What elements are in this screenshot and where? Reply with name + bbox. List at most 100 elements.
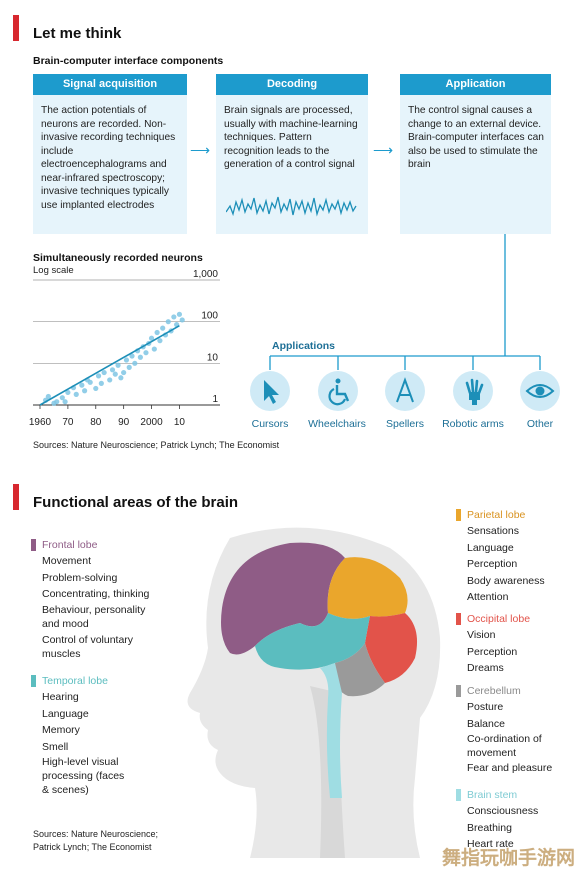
lobe-frontal: Frontal lobe Movement Problem-solving Co… — [31, 539, 162, 661]
lobe-item: Behaviour, personality and mood — [42, 603, 146, 630]
data-point — [143, 350, 149, 356]
chart-subtitle: Log scale — [33, 265, 74, 276]
lobe-parietal: Parietal lobe Sensations Language Percep… — [456, 509, 545, 606]
data-point — [73, 391, 79, 397]
lobe-item: Control of voluntary muscles — [42, 633, 134, 660]
panel-head: Decoding — [216, 74, 368, 95]
cursor-icon — [264, 380, 279, 404]
data-point — [107, 377, 113, 383]
lobe-item: Smell — [42, 740, 69, 753]
lobe-head: Temporal lobe — [31, 675, 132, 687]
data-point — [95, 373, 102, 379]
eye-icon — [525, 384, 555, 398]
data-point — [118, 375, 124, 381]
lobe-item: Posture — [467, 701, 504, 713]
app-circle — [318, 371, 358, 411]
lobe-item: Perception — [467, 558, 518, 570]
data-point — [93, 385, 99, 392]
data-point — [160, 325, 166, 331]
data-point — [129, 353, 135, 359]
data-point — [101, 369, 107, 376]
lobe-item: Dreams — [467, 662, 504, 674]
panel-application: Application The control signal causes a … — [400, 74, 551, 234]
x-tick-label: 70 — [62, 417, 74, 428]
y-tick-label: 1 — [212, 394, 218, 405]
lobe-item: Movement — [42, 555, 92, 567]
lobe-item: Consciousness — [467, 805, 539, 817]
data-point — [65, 389, 71, 396]
data-point — [45, 393, 51, 400]
panel-text: The action potentials of neurons are rec… — [41, 105, 176, 211]
robotic-hand-icon — [465, 378, 484, 405]
x-tick-label: 1960 — [29, 417, 52, 428]
lobe-item: Sensations — [467, 525, 519, 537]
brain-wave-icon — [226, 196, 357, 217]
lobe-head: Cerebellum — [456, 685, 567, 697]
x-tick-label: 80 — [90, 417, 102, 428]
lobe-item: Heart rate — [467, 838, 514, 848]
panel-decoding: Decoding Brain signals are processed, us… — [216, 74, 368, 234]
data-point — [148, 335, 155, 341]
data-point — [123, 357, 130, 363]
chart-title: Simultaneously recorded neurons — [33, 252, 203, 264]
data-point — [115, 362, 121, 368]
app-label-spellers: Spellers — [386, 418, 424, 430]
section-title: Functional areas of the brain — [33, 494, 239, 511]
section-title: Let me think — [33, 25, 122, 42]
source-note: Sources: Nature Neuroscience; Patrick Ly… — [33, 829, 159, 852]
app-label-robotic-arms: Robotic arms — [442, 418, 504, 430]
app-label-other: Other — [526, 418, 554, 430]
applications-connector — [269, 234, 541, 370]
app-circle — [250, 371, 290, 411]
app-circle — [385, 371, 425, 411]
neuron-chart: 1 10 100 1,000 1960 70 80 90 2000 10 — [29, 270, 220, 428]
lobe-item: Concentrating, thinking — [42, 588, 150, 600]
lobe-item: Language — [467, 541, 514, 554]
data-point — [62, 399, 68, 405]
lobe-item: Memory — [42, 724, 80, 736]
data-point — [54, 399, 60, 405]
data-point — [157, 338, 163, 344]
data-point — [98, 380, 104, 386]
lobe-item: Vision — [467, 629, 496, 641]
data-point — [154, 329, 160, 336]
lobe-temporal: Temporal lobe Hearing Language Memory Sm… — [31, 675, 132, 797]
data-point — [171, 314, 177, 320]
data-point — [126, 364, 132, 370]
y-tick-label: 1,000 — [193, 270, 218, 280]
data-point — [121, 369, 127, 376]
lobe-item: Co-ordination of movement — [467, 733, 542, 759]
trend-line — [39, 325, 180, 406]
lobe-head: Brain stem — [456, 789, 538, 801]
data-point — [82, 388, 88, 394]
app-circle — [520, 371, 560, 411]
lobe-item: Body awareness — [467, 574, 545, 587]
data-point — [109, 367, 116, 373]
x-tick-label: 90 — [118, 417, 130, 428]
lobe-item: Fear and pleasure — [467, 762, 553, 774]
lobe-item: Hearing — [42, 691, 79, 703]
data-point — [137, 354, 143, 360]
panel-text: The control signal causes a change to an… — [408, 105, 544, 170]
lobe-brain-stem: Brain stem Consciousness Breathing Heart… — [456, 789, 538, 848]
x-tick-label: 2000 — [140, 417, 163, 428]
data-point — [151, 346, 157, 352]
letter-a-icon — [396, 377, 414, 403]
data-point — [87, 379, 93, 385]
lobe-item: Balance — [467, 717, 505, 730]
y-tick-label: 10 — [207, 352, 219, 363]
diagram-subtitle: Brain-computer interface components — [33, 55, 224, 67]
data-point — [59, 395, 65, 401]
panel-text: Brain signals are processed, usually wit… — [224, 105, 358, 170]
data-point — [179, 317, 185, 323]
source-note: Sources: Nature Neuroscience; Patrick Ly… — [33, 440, 280, 450]
panel-head: Application — [400, 74, 551, 95]
lobe-item: Attention — [467, 591, 509, 603]
panel-head: Signal acquisition — [33, 74, 187, 95]
x-tick-label: 10 — [174, 417, 186, 428]
app-circle — [453, 371, 493, 411]
watermark: 舞指玩咖手游网 — [441, 848, 575, 869]
panel-signal-acquisition: Signal acquisition The action potentials… — [33, 74, 187, 234]
lobe-item: Language — [42, 707, 89, 720]
applications-label: Applications — [272, 340, 336, 352]
